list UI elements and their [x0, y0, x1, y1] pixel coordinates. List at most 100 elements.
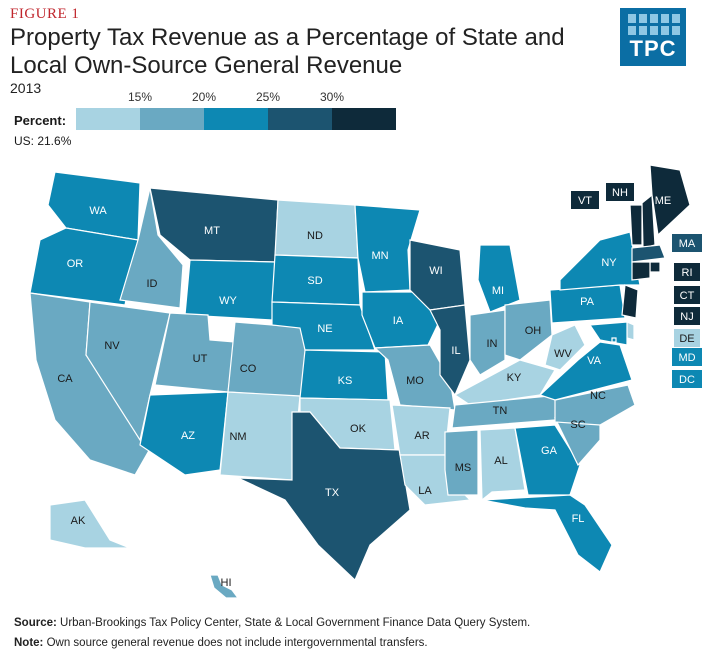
state-label-box-nh [606, 183, 634, 201]
state-label-de: DE [679, 333, 694, 345]
state-label-al: AL [494, 455, 507, 467]
state-hi [209, 574, 240, 599]
state-label-nh: NH [612, 187, 628, 199]
legend-swatch-over-30 [332, 108, 396, 130]
state-label-mo: MO [406, 375, 424, 387]
state-md [588, 321, 628, 346]
state-label-me: ME [655, 195, 672, 207]
state-label-la: LA [418, 485, 432, 497]
state-label-ne: NE [317, 323, 332, 335]
state-label-box-de [674, 329, 700, 347]
state-label-ia: IA [393, 315, 404, 327]
state-label-box-vt [571, 191, 599, 209]
state-az [139, 391, 229, 476]
state-label-ny: NY [601, 257, 617, 269]
state-label-ga: GA [541, 445, 558, 457]
state-label-ma: MA [679, 238, 696, 250]
state-ri [649, 261, 661, 273]
footnote: Note: Own source general revenue does no… [14, 637, 428, 649]
figure-label: FIGURE 1 [10, 6, 80, 22]
logo-text: TPC [629, 36, 677, 61]
state-label-ar: AR [414, 430, 429, 442]
state-ak [49, 499, 131, 549]
logo-grid-icon [628, 14, 680, 35]
state-label-mi: MI [492, 285, 504, 297]
state-wv [544, 324, 586, 371]
state-de [626, 321, 635, 341]
state-label-wi: WI [429, 265, 442, 277]
source-text: Urban-Brookings Tax Policy Center, State… [60, 617, 531, 629]
state-label-ri: RI [682, 267, 693, 279]
state-label-box-md [672, 348, 702, 366]
state-in [469, 309, 506, 376]
state-vt [629, 204, 643, 246]
state-nc [554, 384, 636, 426]
state-label-il: IL [451, 345, 460, 357]
state-label-box-ri [674, 263, 700, 281]
state-nd [274, 199, 359, 259]
state-label-vt: VT [578, 195, 592, 207]
state-label-fl: FL [572, 513, 585, 525]
state-label-nd: ND [307, 230, 323, 242]
source-label: Source: [14, 617, 57, 629]
state-label-wa: WA [89, 205, 107, 217]
state-label-box-ct [674, 286, 700, 304]
us-average: US: 21.6% [14, 134, 72, 148]
state-ct [631, 261, 651, 281]
state-label-wv: WV [554, 348, 572, 360]
state-label-pa: PA [580, 296, 595, 308]
state-tx [237, 411, 411, 582]
state-label-nc: NC [590, 390, 606, 402]
state-label-md: MD [678, 352, 695, 364]
legend-swatch-15-20 [140, 108, 204, 130]
state-mi [477, 244, 521, 313]
state-oh [504, 299, 553, 361]
state-label-tx: TX [325, 487, 340, 499]
state-label-tn: TN [493, 405, 508, 417]
legend-tick: 25% [255, 90, 281, 104]
state-label-ak: AK [71, 515, 86, 527]
state-dc [611, 337, 617, 343]
state-label-in: IN [487, 338, 498, 350]
state-label-mt: MT [204, 225, 220, 237]
state-label-box-ma [672, 234, 702, 252]
state-label-az: AZ [181, 430, 195, 442]
state-label-or: OR [67, 258, 84, 270]
state-me [649, 164, 691, 237]
us-choropleth-map: WA OR CA ID NV MT WY UT AZ CO NM ND SD NE KS OK TX MN IA MO… [29, 164, 702, 599]
state-fl [481, 494, 613, 573]
legend-swatch-under-15 [76, 108, 140, 130]
state-label-id: ID [147, 278, 158, 290]
legend-tick: 30% [319, 90, 345, 104]
note-label: Note: [14, 637, 44, 649]
state-label-ky: KY [507, 372, 522, 384]
map-title: Property Tax Revenue as a Percentage of … [10, 24, 565, 79]
state-or [29, 227, 139, 306]
note-text: Own source general revenue does not incl… [46, 637, 428, 649]
state-label-ca: CA [57, 373, 73, 385]
state-label-sd: SD [307, 275, 322, 287]
legend-tick: 15% [127, 90, 153, 104]
state-label-box-dc [672, 370, 702, 388]
state-label-nj: NJ [680, 311, 693, 323]
state-label-ct: CT [680, 290, 695, 302]
state-label-box-nj [674, 307, 700, 325]
legend-label: Percent: [14, 113, 67, 128]
state-label-nm: NM [229, 431, 246, 443]
state-nj [621, 284, 639, 319]
state-label-ok: OK [350, 423, 367, 435]
state-label-ms: MS [455, 462, 472, 474]
state-label-wy: WY [219, 295, 237, 307]
state-ga [514, 424, 581, 496]
tpc-logo: TPC [620, 8, 686, 66]
source-note: Source: Urban-Brookings Tax Policy Cente… [14, 617, 530, 629]
state-label-mn: MN [371, 250, 388, 262]
state-va [538, 341, 633, 401]
state-label-va: VA [587, 355, 602, 367]
state-ny [559, 231, 641, 291]
state-label-oh: OH [525, 325, 542, 337]
state-ma [631, 244, 666, 263]
state-label-ks: KS [338, 375, 353, 387]
state-al [479, 427, 526, 502]
state-ms [444, 429, 479, 496]
